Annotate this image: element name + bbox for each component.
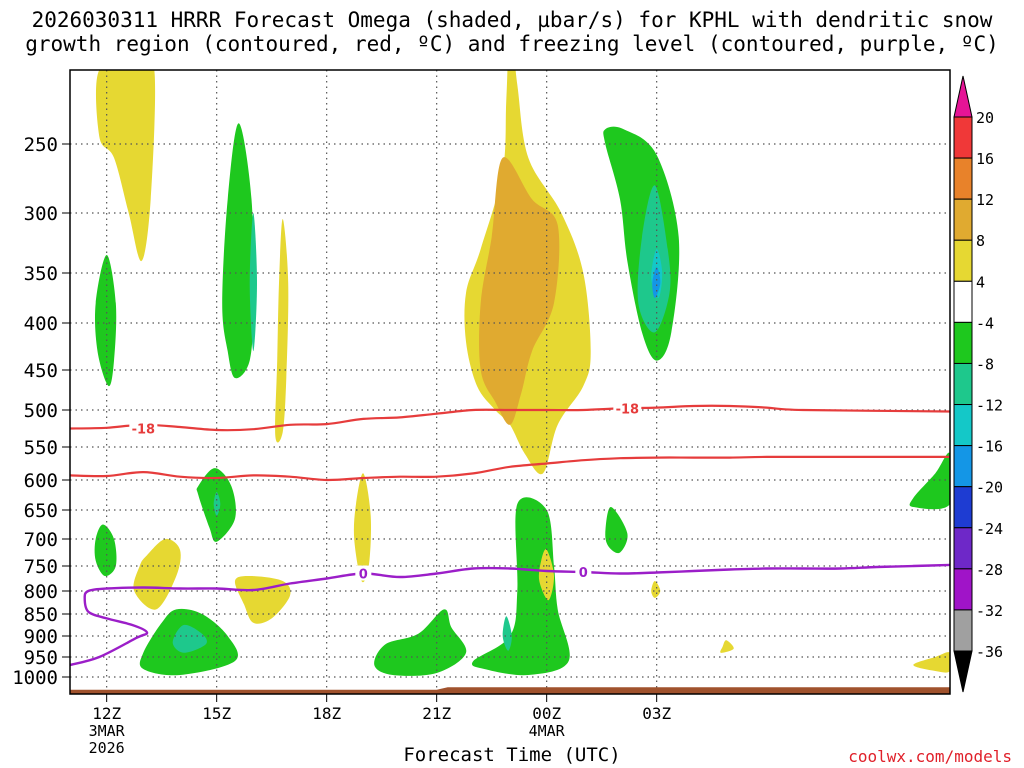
omega-region-25	[651, 581, 661, 598]
freezing-label-0: 0	[359, 568, 368, 583]
omega-region-26	[720, 640, 734, 653]
colorbar-box-11	[953, 568, 973, 611]
colorbar-label-3: 8	[976, 232, 985, 250]
omega-region-1	[249, 213, 257, 352]
y-tick-label-700: 700	[24, 529, 58, 551]
colorbar-label-12: -32	[976, 602, 1003, 620]
freezing-label-bg-0	[355, 565, 372, 581]
omega-region-15	[374, 609, 467, 676]
x-tick-year-12Z: 2026	[89, 739, 125, 757]
y-tick-label-300: 300	[24, 203, 58, 225]
colorbar-box-7	[953, 404, 973, 447]
omega-region-21	[133, 538, 181, 610]
colorbar-label-0: 20	[976, 109, 994, 127]
y-tick-label-450: 450	[24, 360, 58, 382]
x-tick-label-03Z: 03Z	[642, 704, 671, 723]
y-tick-label-600: 600	[24, 470, 58, 492]
dendritic-contour-1	[70, 455, 950, 482]
colorbar-box-3	[953, 239, 973, 282]
colorbar-box-9	[953, 486, 973, 529]
omega-region-24	[538, 549, 555, 601]
omega-region-17	[95, 70, 156, 262]
colorbar-label-5: -4	[976, 314, 994, 332]
chart-title-line2: growth region (contoured, red, ºC) and f…	[25, 32, 999, 56]
x-tick-label-00Z: 00Z	[532, 704, 561, 723]
colorbar-label-8: -16	[976, 438, 1003, 456]
omega-shading	[94, 70, 950, 676]
omega-region-22	[234, 576, 291, 624]
y-tick-label-800: 800	[24, 581, 58, 603]
colorbar-label-1: 16	[976, 150, 994, 168]
freezing-label-1: 0	[579, 566, 588, 581]
watermark: coolwx.com/models	[848, 747, 1012, 766]
y-axis: 2503003504004505005506006507007508008509…	[12, 134, 70, 689]
y-tick-label-350: 350	[24, 263, 58, 285]
colorbar-bottom-arrow	[953, 650, 973, 693]
omega-region-27	[913, 652, 950, 673]
colorbar-label-6: -8	[976, 355, 994, 373]
dendritic-contour-label-2: -18	[616, 402, 640, 417]
omega-region-14	[502, 616, 512, 651]
x-tick-date-00Z: 4MAR	[529, 722, 566, 740]
ground-layer	[70, 687, 950, 694]
omega-region-10	[605, 507, 628, 554]
x-tick-label-12Z: 12Z	[92, 704, 121, 723]
x-tick-date-12Z: 3MAR	[89, 722, 126, 740]
omega-region-9	[94, 524, 117, 577]
y-tick-label-1000: 1000	[12, 667, 58, 689]
omega-region-2	[94, 255, 117, 387]
y-tick-label-850: 850	[24, 604, 58, 626]
x-tick-label-21Z: 21Z	[422, 704, 451, 723]
x-tick-label-15Z: 15Z	[202, 704, 231, 723]
y-tick-label-750: 750	[24, 556, 58, 578]
colorbar: 20 16 12 8 4 -4 -8 -12 -16 -20 -24 -28 -32 -36	[953, 75, 1003, 693]
ground-surface	[70, 687, 950, 694]
colorbar-box-0	[953, 116, 973, 159]
omega-region-12	[172, 624, 207, 653]
colorbar-box-12	[953, 609, 973, 652]
y-tick-label-550: 550	[24, 437, 58, 459]
dendritic-contour-label: -18	[132, 423, 156, 438]
colorbar-box-10	[953, 527, 973, 570]
x-axis-label: Forecast Time (UTC)	[403, 744, 621, 766]
colorbar-box-8	[953, 445, 973, 488]
freezing-label-bg-1	[575, 564, 592, 579]
x-tick-label-18Z: 18Z	[312, 704, 341, 723]
colorbar-box-4	[953, 280, 973, 323]
omega-region-23	[353, 473, 372, 583]
omega-region-18	[275, 219, 289, 443]
chart-title-line1: 2026030311 HRRR Forecast Omega (shaded, …	[31, 8, 993, 32]
y-tick-label-950: 950	[24, 647, 58, 669]
y-tick-label-250: 250	[24, 134, 58, 156]
colorbar-label-10: -24	[976, 520, 1003, 538]
dendritic-contour-0	[70, 404, 950, 432]
colorbar-label-2: 12	[976, 191, 994, 209]
omega-region-13	[471, 497, 570, 676]
y-tick-label-400: 400	[24, 313, 58, 335]
colorbar-box-2	[953, 198, 973, 241]
plot-frame	[69, 69, 951, 695]
colorbar-top-arrow	[953, 75, 973, 118]
y-tick-label-650: 650	[24, 500, 58, 522]
colorbar-box-1	[953, 157, 973, 200]
omega-region-20	[479, 157, 560, 425]
colorbar-label-4: 4	[976, 273, 985, 291]
colorbar-label-13: -36	[976, 643, 1003, 661]
colorbar-label-9: -20	[976, 479, 1003, 497]
dendritic-label-bg	[129, 419, 158, 436]
omega-region-0	[222, 123, 254, 379]
dendritic-label-bg-2	[613, 399, 642, 416]
y-tick-label-500: 500	[24, 400, 58, 422]
y-tick-label-900: 900	[24, 626, 58, 648]
colorbar-box-6	[953, 362, 973, 406]
omega-region-16	[909, 452, 950, 510]
colorbar-label-7: -12	[976, 397, 1003, 415]
omega-region-6	[652, 267, 661, 298]
contour-lines: -18 -18 0 0	[70, 399, 950, 667]
colorbar-box-5	[953, 321, 973, 364]
colorbar-label-11: -28	[976, 561, 1003, 579]
